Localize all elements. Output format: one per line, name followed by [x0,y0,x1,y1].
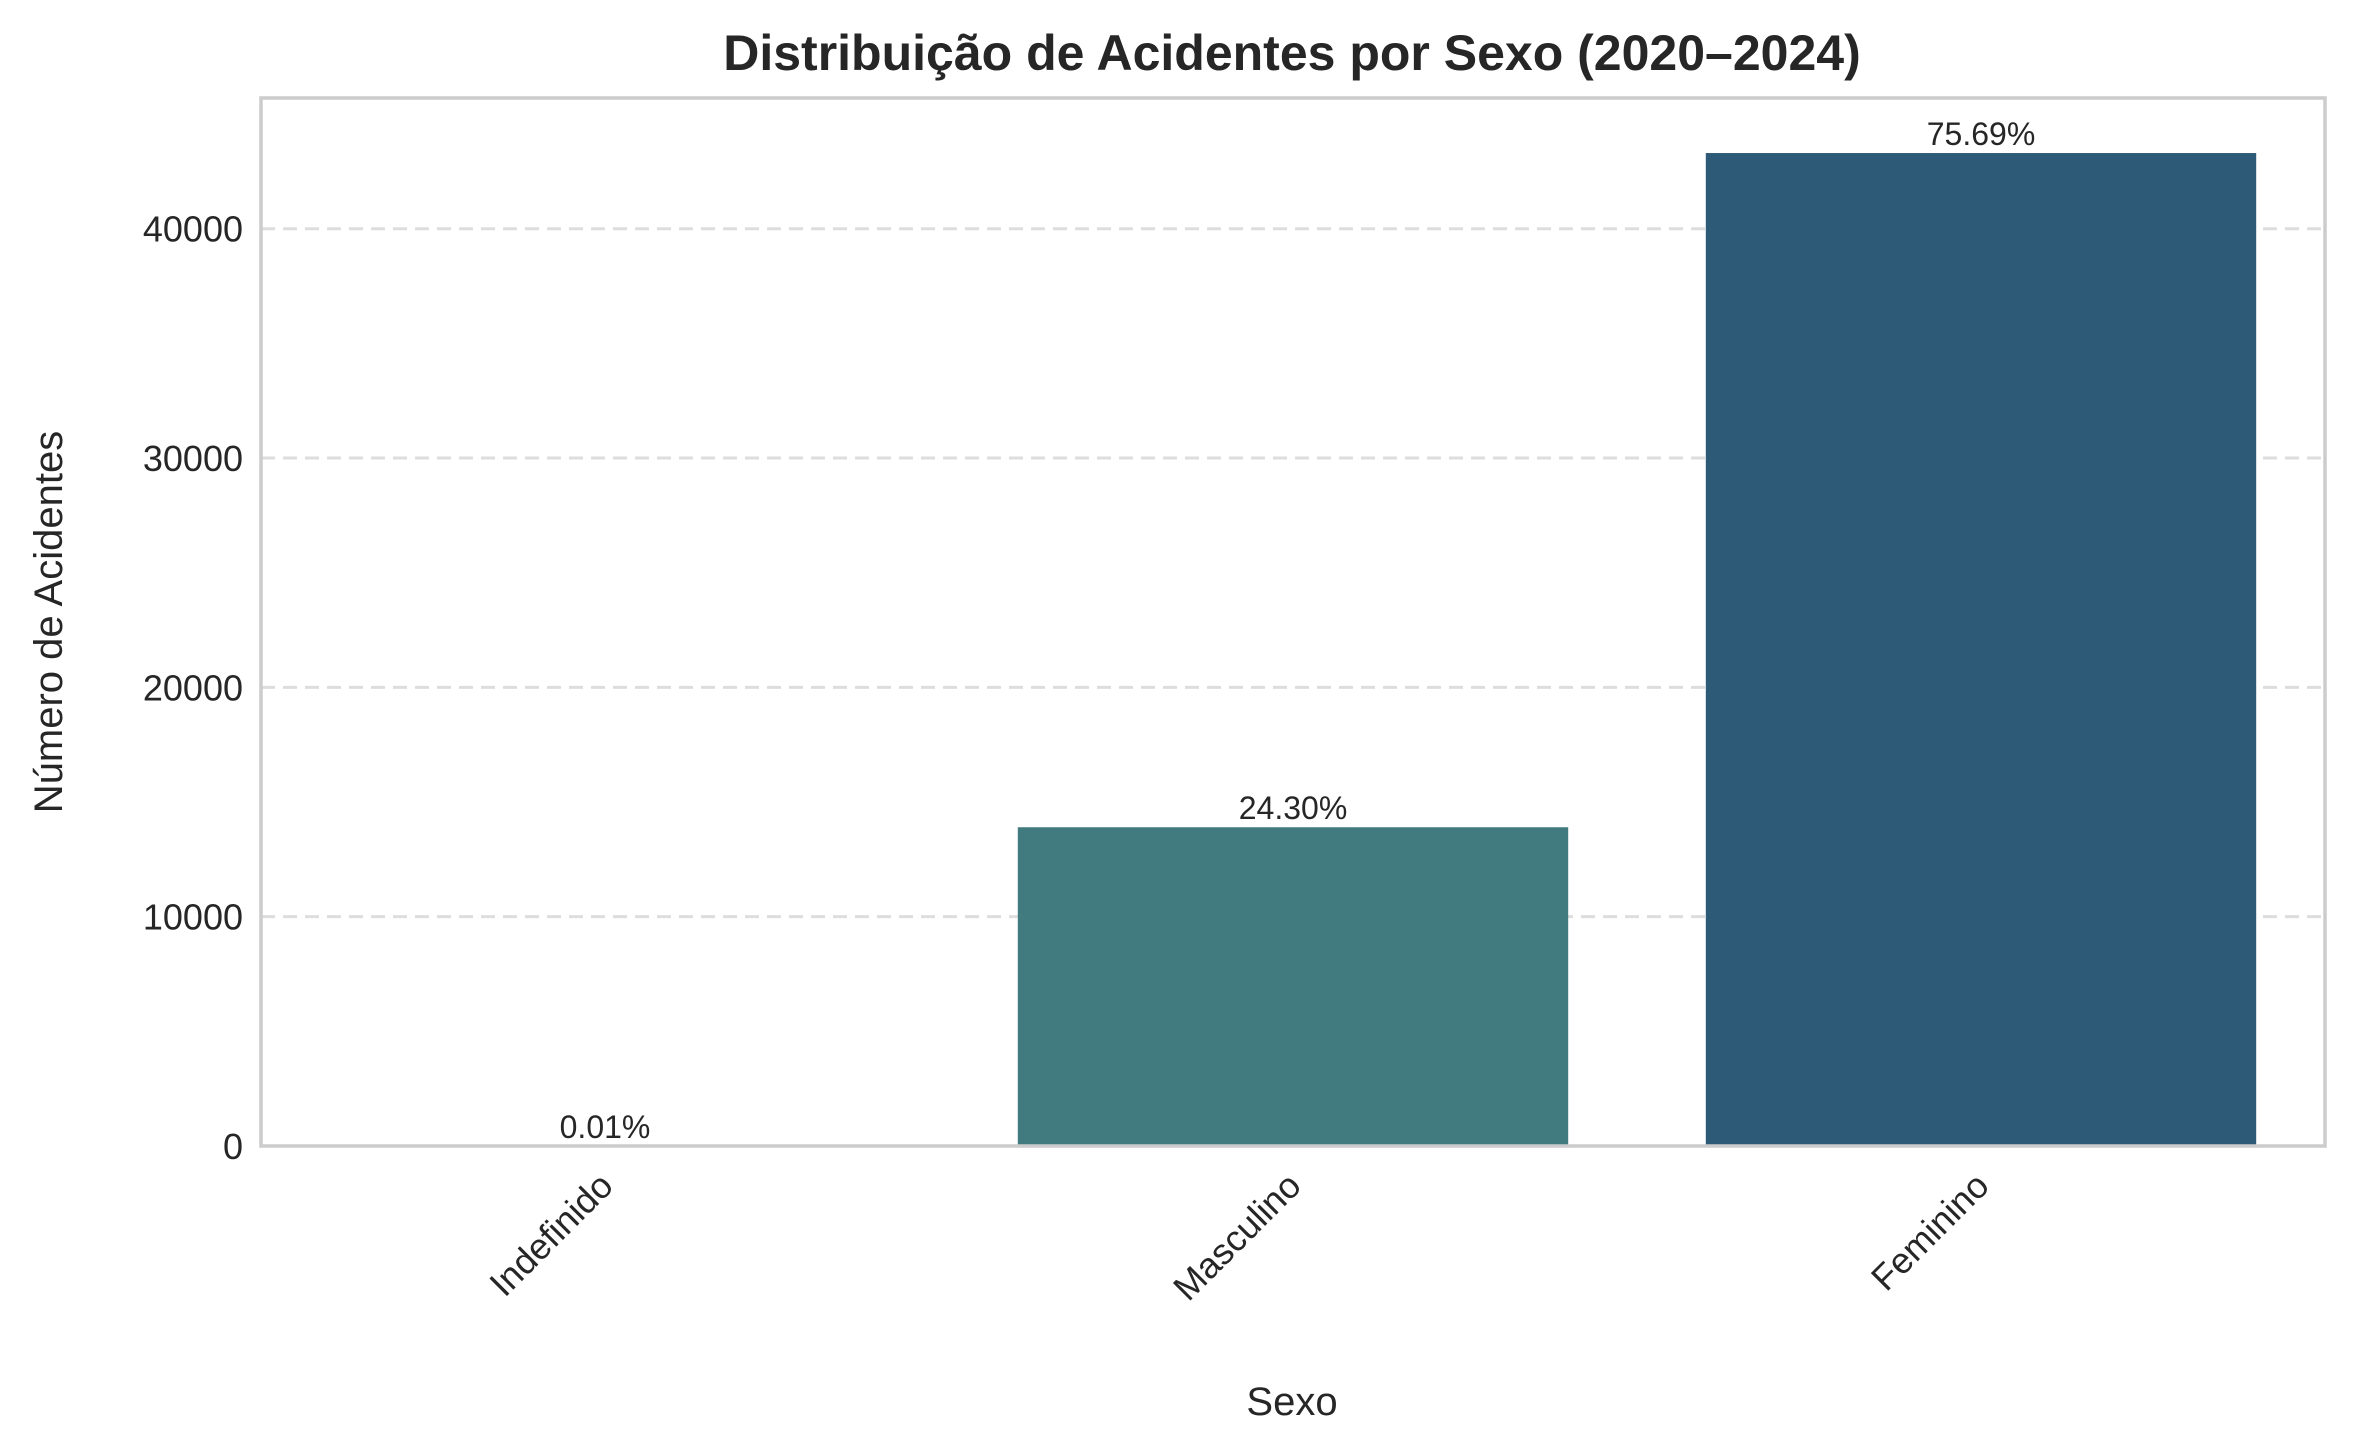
x-tick-label: Masculino [1165,1165,1309,1309]
y-axis-label: Número de Acidentes [27,431,71,813]
chart-title: Distribuição de Acidentes por Sexo (2020… [723,25,1860,81]
y-tick-label: 0 [223,1126,243,1167]
bar [1705,153,2257,1146]
bar-value-label: 0.01% [560,1109,651,1145]
bar-value-label: 75.69% [1927,116,2036,152]
x-axis-label: Sexo [1246,1380,1337,1424]
x-axis-ticks: Indefinido Masculino Feminino [481,1165,1996,1309]
x-tick-label: Feminino [1863,1165,1997,1299]
x-tick-label: Indefinido [481,1165,620,1304]
bar-value-label: 24.30% [1239,790,1348,826]
y-tick-label: 40000 [143,209,243,250]
plot-frame [259,96,2327,1148]
bar [1017,827,1569,1146]
y-tick-label: 20000 [143,667,243,708]
bars [329,153,2257,1146]
y-tick-label: 10000 [143,897,243,938]
data-labels: 0.01% 24.30% 75.69% [560,116,2036,1145]
y-axis-ticks: 0 10000 20000 30000 40000 [143,209,243,1167]
y-tick-label: 30000 [143,438,243,479]
